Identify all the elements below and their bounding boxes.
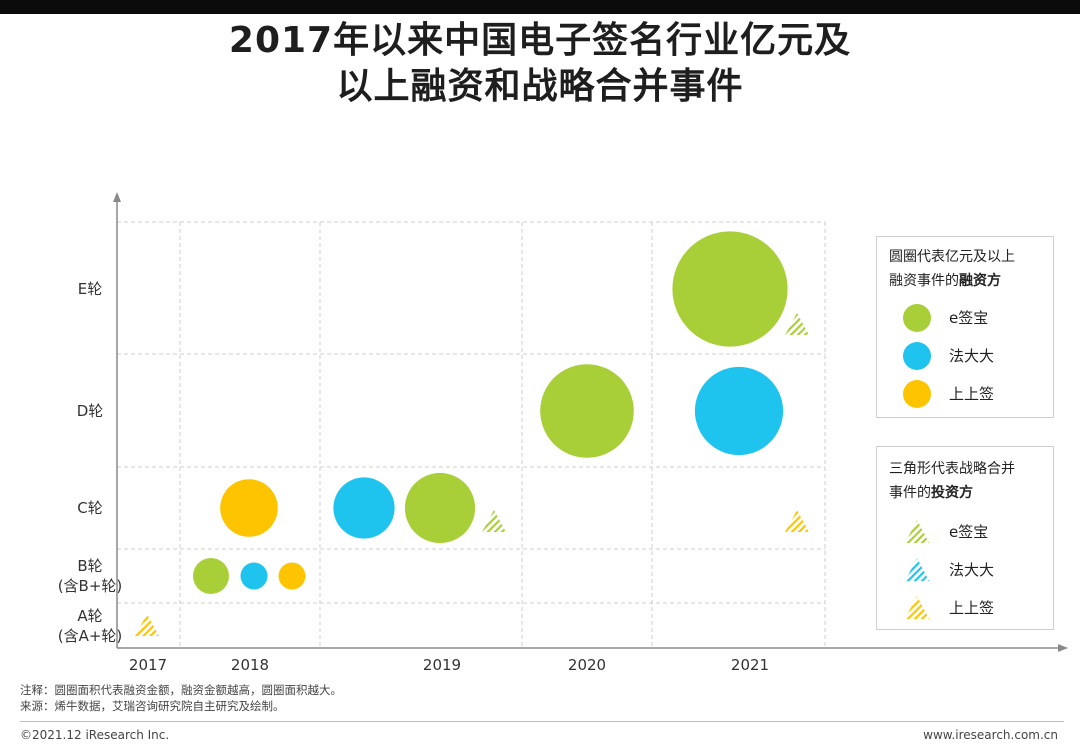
x-tick-label: 2020 xyxy=(568,656,606,674)
y-tick-label: (含B+轮) xyxy=(58,577,123,595)
financing-bubble xyxy=(694,366,784,456)
legend-strategic-title-1: 三角形代表战略合并 xyxy=(889,461,1015,477)
legend-item-e-sign-strategic: e签宝 xyxy=(877,517,1053,547)
y-tick-label: (含A+轮) xyxy=(58,627,123,645)
financing-bubble xyxy=(193,558,229,594)
top-dark-strip xyxy=(0,0,1080,14)
footer-divider xyxy=(20,721,1064,722)
legend-label: 法大大 xyxy=(949,347,995,365)
financing-bubble xyxy=(278,562,306,590)
legend-item-shangshang: 上上签 xyxy=(877,379,1053,409)
legend-label: e签宝 xyxy=(949,309,989,327)
legend-financing-title-1: 圆圈代表亿元及以上 xyxy=(889,249,1015,265)
financing-bubble xyxy=(240,562,268,590)
grid-layer xyxy=(117,221,826,648)
legend-label: 上上签 xyxy=(949,385,995,403)
x-axis-arrow-icon xyxy=(1058,644,1068,652)
axis-layer xyxy=(113,192,1068,652)
legend-strategic-title-2: 事件的 xyxy=(889,485,931,501)
footnote: 注释：圆圈面积代表融资金额，融资金额越高，圆圈面积越大。 xyxy=(20,683,342,697)
legend-label: 上上签 xyxy=(949,599,995,617)
x-tick-label: 2018 xyxy=(231,656,269,674)
legend-financing-title-2: 融资事件的 xyxy=(889,273,959,289)
strategic-triangle xyxy=(135,614,159,636)
bubble-chart: 2017 2018 2019 2020 2021 A轮 (含A+轮) B轮 (含B+轮) C轮 D轮… xyxy=(58,192,1068,674)
legend-item-fadada: 法大大 xyxy=(877,341,1053,371)
y-axis-arrow-icon xyxy=(113,192,121,202)
legend-item-e-sign: e签宝 xyxy=(877,303,1053,333)
y-tick-label: E轮 xyxy=(78,280,102,298)
legend-label: e签宝 xyxy=(949,523,989,541)
financing-bubble xyxy=(333,477,395,539)
source-note: 来源：烯牛数据，艾瑞咨询研究院自主研究及绘制。 xyxy=(20,699,285,713)
x-tick-label: 2019 xyxy=(423,656,461,674)
website: www.iresearch.com.cn xyxy=(923,728,1058,742)
y-tick-label: B轮 xyxy=(77,557,102,575)
financing-bubble xyxy=(220,479,278,537)
legend-financing-title-bold: 融资方 xyxy=(959,273,1001,289)
y-tick-label: C轮 xyxy=(77,499,102,517)
copyright: ©2021.12 iResearch Inc. xyxy=(20,728,170,742)
y-tick-label: A轮 xyxy=(77,607,102,625)
strategic-triangle xyxy=(482,510,506,532)
hatched-triangle-icon xyxy=(905,520,929,543)
strategic-triangle xyxy=(785,510,809,532)
financing-bubble xyxy=(540,364,634,458)
hatched-triangle-icon xyxy=(905,596,929,619)
title-line-1: 2017年以来中国电子签名行业亿元及 xyxy=(228,20,852,61)
legend-item-fadada-strategic: 法大大 xyxy=(877,555,1053,585)
circle-marker-icon xyxy=(903,304,931,332)
legend-strategic-title-bold: 投资方 xyxy=(931,485,973,501)
hatched-triangle-icon xyxy=(905,558,929,581)
y-tick-label: D轮 xyxy=(77,402,104,420)
x-tick-label: 2017 xyxy=(129,656,167,674)
legend-label: 法大大 xyxy=(949,561,995,579)
mark-layer xyxy=(135,231,809,636)
title-line-2: 以上融资和战略合并事件 xyxy=(336,66,744,107)
financing-bubble xyxy=(672,231,788,347)
financing-bubble xyxy=(404,472,476,544)
strategic-triangle xyxy=(785,313,809,335)
legend-item-shangshang-strategic: 上上签 xyxy=(877,593,1053,623)
legend-financing: 圆圈代表亿元及以上 融资事件的融资方 e签宝 法大大 上上签 xyxy=(876,236,1054,418)
circle-marker-icon xyxy=(903,342,931,370)
x-tick-label: 2021 xyxy=(731,656,769,674)
label-layer: 2017 2018 2019 2020 2021 A轮 (含A+轮) B轮 (含B+轮) C轮 D轮… xyxy=(58,280,769,674)
circle-marker-icon xyxy=(903,380,931,408)
page-title: 2017年以来中国电子签名行业亿元及 以上融资和战略合并事件 xyxy=(0,18,1080,110)
legend-strategic: 三角形代表战略合并 事件的投资方 e签宝 法大大 上上签 xyxy=(876,446,1054,630)
